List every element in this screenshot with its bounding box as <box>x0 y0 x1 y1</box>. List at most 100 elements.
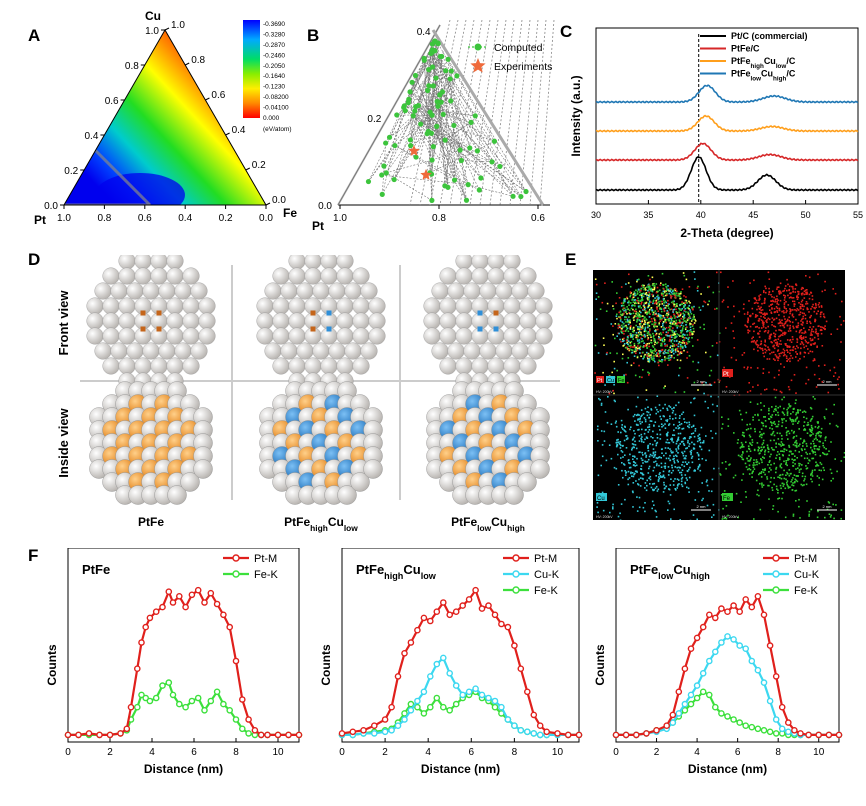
eds-pixel <box>813 310 816 313</box>
eds-pixel <box>672 441 675 444</box>
eds-pixel <box>664 403 666 406</box>
eds-pixel <box>651 311 654 313</box>
eds-pixel <box>616 439 618 441</box>
eds-pixel <box>685 300 688 302</box>
eds-pixel <box>818 434 820 437</box>
eds-pixel <box>635 289 637 291</box>
eds-pixel <box>659 360 661 362</box>
eds-pixel <box>704 301 707 304</box>
eds-pixel <box>662 475 665 478</box>
eds-pixel <box>624 498 626 501</box>
eds-pixel <box>631 305 633 307</box>
eds-pixel <box>688 336 690 339</box>
linescan-point <box>152 694 160 702</box>
eds-pixel <box>817 422 819 424</box>
linescan-xlabel: Distance (nm) <box>421 762 500 776</box>
experiment-point <box>408 145 420 156</box>
computed-point <box>448 68 454 74</box>
eds-pixel <box>768 413 770 415</box>
pt-atom <box>304 255 322 270</box>
eds-pixel <box>787 487 790 489</box>
eds-pixel <box>803 332 805 334</box>
pt-atom <box>479 282 497 300</box>
eds-pixel <box>667 302 669 305</box>
eds-pixel <box>834 458 836 460</box>
eds-pixel <box>810 308 812 310</box>
eds-pixel <box>674 288 677 290</box>
eds-pixel <box>787 457 789 460</box>
eds-pixel <box>665 441 667 444</box>
linescan-point <box>754 725 762 733</box>
eds-pixel <box>771 428 774 430</box>
eds-pixel <box>637 347 640 350</box>
eds-pixel <box>627 478 629 481</box>
eds-pixel <box>804 429 807 431</box>
eds-pixel <box>710 384 713 386</box>
eds-pixel <box>792 461 794 464</box>
eds-pixel <box>646 334 649 337</box>
eds-pixel <box>660 448 663 451</box>
eds-pixel <box>659 350 662 352</box>
eds-pixel <box>674 306 677 308</box>
eds-pixel <box>675 335 678 338</box>
pt-atom <box>463 282 481 300</box>
eds-pixel <box>634 292 636 295</box>
computed-point <box>429 50 435 56</box>
eds-pixel <box>656 408 658 411</box>
eds-pixel <box>795 283 797 285</box>
eds-pixel <box>787 386 790 388</box>
eds-pixel <box>824 417 826 420</box>
eds-pixel <box>815 328 817 331</box>
eds-pixel <box>617 431 619 433</box>
eds-pixel <box>676 316 679 318</box>
linescan-point <box>766 697 774 705</box>
eds-pixel <box>656 328 659 331</box>
computed-point <box>472 113 478 119</box>
eds-pixel <box>690 330 692 333</box>
eds-pixel <box>751 307 754 310</box>
eds-pixel <box>783 289 785 292</box>
linescan-xtick: 8 <box>233 747 239 758</box>
eds-pixel <box>624 300 626 302</box>
eds-pixel <box>746 468 749 471</box>
eds-pixel <box>776 454 778 457</box>
eds-pixel <box>840 509 843 511</box>
eds-pixel <box>694 499 697 501</box>
pt-atom <box>110 342 128 360</box>
eds-pixel <box>746 326 748 328</box>
eds-pixel <box>673 323 676 326</box>
eds-pixel <box>666 314 669 317</box>
eds-pixel <box>779 484 782 487</box>
eds-pixel <box>640 472 642 474</box>
eds-pixel <box>674 289 677 292</box>
eds-pixel <box>822 313 825 315</box>
eds-pixel <box>668 470 671 472</box>
computed-point <box>491 138 498 144</box>
eds-pixel <box>636 340 639 342</box>
eds-pixel <box>792 290 794 293</box>
eds-pixel <box>814 426 817 428</box>
eds-pixel <box>794 463 796 465</box>
pt-atom <box>336 297 354 315</box>
linescan-point <box>232 657 240 665</box>
eds-pixel <box>626 346 629 349</box>
eds-pixel <box>623 439 626 442</box>
eds-pixel <box>667 311 669 313</box>
eds-pixel <box>773 408 776 411</box>
eds-pixel <box>798 331 801 334</box>
colorbar-value: -0.2050 <box>263 63 285 70</box>
eds-pixel <box>780 450 782 452</box>
eds-pixel <box>788 328 791 330</box>
eds-pixel <box>674 488 676 490</box>
eds-pixel <box>769 334 772 336</box>
linescan-point <box>485 694 492 702</box>
eds-pixel <box>631 330 634 333</box>
eds-pixel <box>638 310 641 313</box>
eds-pixel <box>781 351 784 354</box>
eds-pixel <box>651 358 653 360</box>
eds-pixel <box>644 323 647 326</box>
eds-pixel <box>679 295 681 298</box>
eds-pixel <box>798 471 801 473</box>
eds-pixel <box>691 455 694 458</box>
eds-pixel <box>671 290 674 293</box>
